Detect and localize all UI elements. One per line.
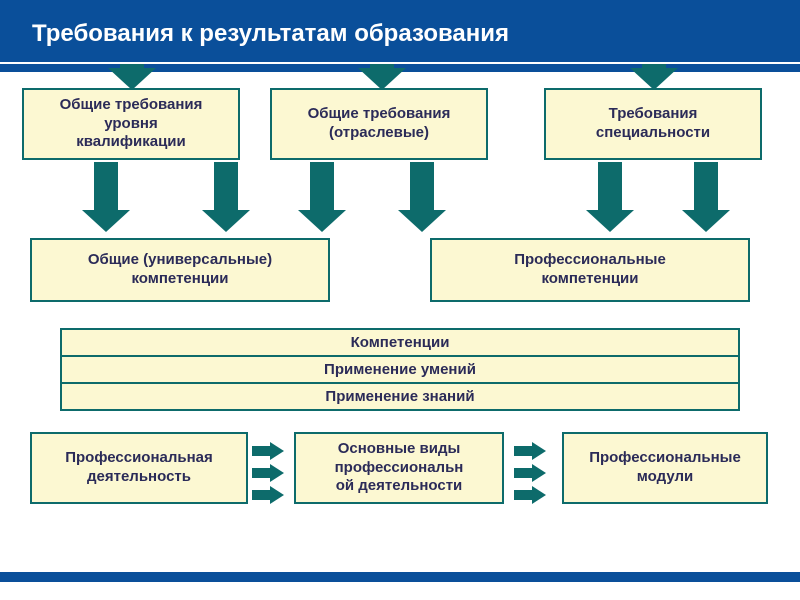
text: Общие требования [60,96,203,115]
arrow-down-icon [358,64,406,90]
arrow-right-group-icon [514,442,546,504]
text: модули [637,468,693,487]
arrow-down-icon [682,162,730,232]
box-main-activity-types: Основные виды профессиональн ой деятельн… [294,432,504,504]
footer-stripe [0,572,800,582]
diagram-content: Общие требования уровня квалификации Общ… [0,72,800,600]
text: Профессиональная [65,449,213,468]
arrow-down-icon [630,64,678,90]
text: профессиональн [335,459,464,478]
stack-competencies: Компетенции [60,328,740,357]
box-general-qualification-requirements: Общие требования уровня квалификации [22,88,240,160]
arrow-down-icon [586,162,634,232]
box-specialty-requirements: Требования специальности [544,88,762,160]
page-title: Требования к результатам образования [32,20,509,48]
text: Общие требования [308,105,451,124]
arrow-down-icon [398,162,446,232]
text: ой деятельности [336,477,463,496]
text: специальности [596,124,710,143]
stack-knowledge-application: Применение знаний [60,384,740,411]
box-general-industry-requirements: Общие требования (отраслевые) [270,88,488,160]
stack-skills-application: Применение умений [60,357,740,384]
header-main: Требования к результатам образования [0,6,800,62]
box-professional-activity: Профессиональная деятельность [30,432,248,504]
text: Основные виды [338,440,461,459]
text: Общие (универсальные) [88,251,272,270]
text: компетенции [132,270,229,289]
text: деятельность [87,468,191,487]
text: Требования [609,105,698,124]
competency-stack: Компетенции Применение умений Применение… [60,328,740,411]
text: квалификации [76,133,185,152]
arrow-right-group-icon [252,442,284,504]
box-universal-competencies: Общие (универсальные) компетенции [30,238,330,302]
arrow-down-icon [108,64,156,90]
arrow-down-icon [82,162,130,232]
arrow-down-icon [298,162,346,232]
arrow-down-icon [202,162,250,232]
text: уровня [104,115,158,134]
box-professional-modules: Профессиональные модули [562,432,768,504]
text: Профессиональные [514,251,666,270]
text: Профессиональные [589,449,741,468]
text: (отраслевые) [329,124,429,143]
box-professional-competencies: Профессиональные компетенции [430,238,750,302]
text: компетенции [542,270,639,289]
